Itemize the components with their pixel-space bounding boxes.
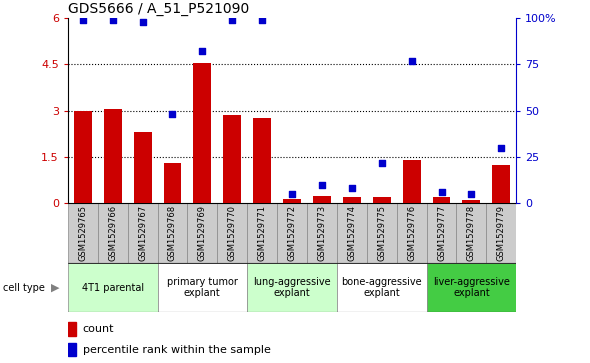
Text: GSM1529775: GSM1529775: [377, 205, 386, 261]
Text: GSM1529779: GSM1529779: [497, 205, 506, 261]
Bar: [127, 203, 158, 263]
Text: liver-aggressive
explant: liver-aggressive explant: [433, 277, 510, 298]
Text: GSM1529777: GSM1529777: [437, 205, 446, 261]
Point: [407, 58, 417, 64]
Text: GSM1529772: GSM1529772: [287, 205, 297, 261]
Bar: [367, 203, 396, 263]
Text: lung-aggressive
explant: lung-aggressive explant: [253, 277, 331, 298]
Bar: [158, 203, 188, 263]
Bar: [463, 200, 480, 203]
Text: GSM1529765: GSM1529765: [78, 205, 87, 261]
Text: percentile rank within the sample: percentile rank within the sample: [83, 345, 271, 355]
Text: GSM1529768: GSM1529768: [168, 205, 177, 261]
Bar: [133, 132, 152, 203]
Bar: [194, 63, 211, 203]
Point: [138, 19, 148, 25]
Bar: [313, 196, 331, 203]
Point: [377, 160, 386, 166]
Point: [108, 17, 117, 23]
Text: GSM1529773: GSM1529773: [317, 205, 326, 261]
Bar: [307, 203, 337, 263]
Bar: [283, 199, 301, 203]
Bar: [163, 163, 182, 203]
Bar: [402, 160, 421, 203]
Bar: [253, 118, 271, 203]
Bar: [343, 197, 361, 203]
Bar: [74, 111, 92, 203]
Point: [78, 17, 87, 23]
Point: [257, 17, 267, 23]
Point: [347, 185, 356, 191]
Bar: [68, 322, 76, 336]
Bar: [158, 263, 247, 312]
Text: bone-aggressive
explant: bone-aggressive explant: [342, 277, 422, 298]
Text: GSM1529778: GSM1529778: [467, 205, 476, 261]
Bar: [68, 263, 158, 312]
Point: [287, 191, 297, 197]
Bar: [337, 203, 367, 263]
Bar: [396, 203, 427, 263]
Bar: [277, 203, 307, 263]
Bar: [98, 203, 127, 263]
Bar: [432, 197, 451, 203]
Bar: [492, 165, 510, 203]
Text: ▶: ▶: [51, 283, 60, 293]
Text: 4T1 parental: 4T1 parental: [81, 283, 144, 293]
Bar: [68, 343, 76, 356]
Bar: [188, 203, 217, 263]
Text: count: count: [83, 324, 114, 334]
Point: [437, 189, 446, 195]
Text: GSM1529769: GSM1529769: [198, 205, 207, 261]
Text: GSM1529767: GSM1529767: [138, 205, 147, 261]
Bar: [247, 263, 337, 312]
Bar: [457, 203, 486, 263]
Point: [497, 145, 506, 151]
Text: GSM1529774: GSM1529774: [348, 205, 356, 261]
Bar: [373, 197, 391, 203]
Text: GSM1529771: GSM1529771: [258, 205, 267, 261]
Bar: [223, 115, 241, 203]
Point: [317, 182, 327, 188]
Bar: [427, 263, 516, 312]
Text: GSM1529776: GSM1529776: [407, 205, 416, 261]
Bar: [486, 203, 516, 263]
Point: [228, 17, 237, 23]
Point: [467, 191, 476, 197]
Bar: [217, 203, 247, 263]
Text: primary tumor
explant: primary tumor explant: [167, 277, 238, 298]
Bar: [104, 109, 122, 203]
Text: GSM1529770: GSM1529770: [228, 205, 237, 261]
Text: GDS5666 / A_51_P521090: GDS5666 / A_51_P521090: [68, 2, 249, 16]
Point: [198, 49, 207, 54]
Bar: [247, 203, 277, 263]
Bar: [337, 263, 427, 312]
Point: [168, 111, 177, 117]
Bar: [68, 203, 98, 263]
Text: cell type: cell type: [3, 283, 45, 293]
Bar: [427, 203, 457, 263]
Text: GSM1529766: GSM1529766: [108, 205, 117, 261]
